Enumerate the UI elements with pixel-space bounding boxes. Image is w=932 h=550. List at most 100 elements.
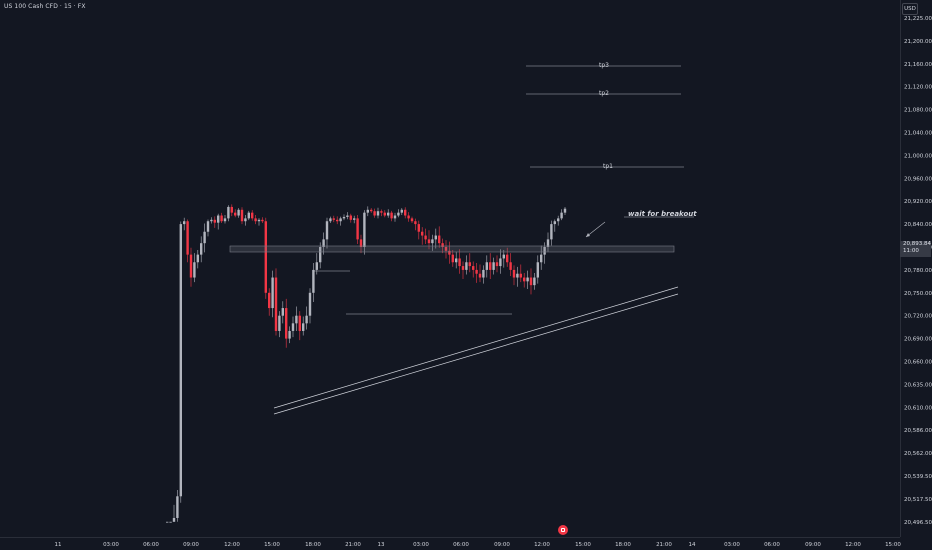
x-tick-label: 18:00: [615, 542, 631, 548]
candle-body: [169, 521, 172, 523]
note-arrow-head: [586, 233, 590, 237]
candle-body: [434, 235, 437, 240]
candle-body: [305, 315, 308, 324]
candle-body: [373, 211, 376, 216]
candle-body: [495, 262, 499, 267]
candle-body: [506, 254, 509, 263]
candle-body: [557, 218, 560, 222]
candle-body: [230, 206, 233, 213]
candle-body: [186, 221, 189, 255]
y-tick-label: 21,200.00: [904, 39, 932, 45]
candle-body: [424, 235, 427, 240]
candle-body: [353, 218, 356, 220]
y-tick-label: 20,780.00: [904, 268, 932, 274]
breakout-note: wait for breakout: [628, 210, 697, 218]
candle-body: [291, 323, 295, 331]
trendline-upper[interactable]: [273, 286, 679, 409]
x-tick-label: 18:00: [305, 542, 321, 548]
time-axis-separator: [0, 537, 900, 538]
current-price-label: 20,893.84 11:00: [900, 241, 931, 257]
price-axis-separator: [900, 0, 901, 537]
candle-body: [172, 517, 176, 522]
symbol-title: US 100 Cash CFD · 15 · FX: [4, 3, 86, 10]
candle-body: [387, 212, 390, 216]
x-tick-label: 11: [55, 542, 62, 548]
y-tick-label: 21,225.00: [904, 16, 932, 22]
candle-body: [237, 209, 240, 216]
candle-body: [560, 212, 563, 219]
resistance-zone[interactable]: [229, 245, 675, 253]
candle-body: [485, 262, 488, 270]
x-tick-label: 09:00: [183, 542, 199, 548]
candle-body: [356, 218, 359, 240]
candle-body: [227, 206, 230, 219]
candle-body: [251, 212, 254, 219]
candle-body: [448, 250, 451, 255]
x-tick-label: 15:00: [264, 542, 280, 548]
candle-body: [244, 218, 247, 222]
currency-button[interactable]: USD: [902, 3, 918, 15]
note-arrow: [585, 221, 606, 238]
x-tick-label: 15:00: [575, 542, 591, 548]
y-tick-label: 20,920.00: [904, 199, 932, 205]
candle-body: [308, 292, 312, 316]
candle-body: [193, 262, 196, 278]
candle-body: [302, 323, 305, 331]
x-tick-label: 06:00: [143, 542, 159, 548]
y-tick-label: 20,539.50: [904, 474, 932, 480]
candle-body: [247, 212, 250, 219]
candle-body: [427, 239, 431, 244]
y-tick-label: 20,635.00: [904, 382, 932, 388]
drawings-layer: [229, 65, 694, 415]
candle-body: [492, 262, 495, 270]
y-tick-label: 20,720.00: [904, 314, 932, 320]
y-tick-label: 20,586.00: [904, 428, 932, 434]
candle-body: [455, 258, 458, 263]
y-tick-label: 20,660.00: [904, 360, 932, 366]
candle-body: [499, 258, 502, 267]
y-tick-label: 20,840.00: [904, 222, 932, 228]
candle-body: [325, 221, 329, 240]
candle-body: [410, 218, 414, 222]
x-tick-label: 06:00: [764, 542, 780, 548]
candle-body: [285, 308, 288, 339]
x-tick-label: 12:00: [845, 542, 861, 548]
candle-body: [329, 218, 332, 222]
candle-body: [298, 315, 301, 331]
candle-body: [540, 254, 543, 263]
candle-body: [563, 208, 567, 213]
candle-body: [349, 215, 352, 220]
tradingview-logo-icon[interactable]: [558, 525, 568, 535]
candle-body: [383, 212, 386, 216]
time-axis-labels: 11 03:00 06:00 09:00 12:00 15:00 18:00 21:00 13 0…: [55, 542, 902, 548]
candle-body: [519, 273, 522, 278]
candle-body: [417, 224, 420, 232]
x-tick-label: 12:00: [534, 542, 550, 548]
x-tick-label: 12:00: [224, 542, 240, 548]
candle-body: [189, 254, 193, 278]
y-tick-label: 21,160.00: [904, 62, 932, 68]
candle-body: [271, 277, 274, 309]
candle-body: [274, 277, 278, 331]
y-tick-label: 20,610.00: [904, 405, 932, 411]
x-tick-label: 03:00: [724, 542, 740, 548]
candle-body: [441, 243, 444, 247]
candle-body: [478, 273, 482, 278]
candle-body: [254, 218, 257, 222]
candle-body: [431, 239, 434, 244]
x-tick-label: 03:00: [413, 542, 429, 548]
candle-body: [179, 224, 182, 497]
candle-body: [475, 269, 478, 274]
trendline-lower[interactable]: [273, 293, 679, 415]
candle-body: [264, 221, 267, 293]
candle-body: [438, 235, 441, 244]
candle-body: [536, 262, 539, 278]
y-tick-label: 21,000.00: [904, 153, 932, 159]
price-axis-labels: 21,225.00 21,200.00 21,160.00 21,120.00 21,0…: [904, 16, 932, 526]
candle-body: [376, 211, 380, 216]
candle-body: [203, 231, 206, 244]
candle-body: [526, 277, 529, 282]
candle-body: [444, 247, 448, 251]
candle-body: [336, 219, 339, 222]
